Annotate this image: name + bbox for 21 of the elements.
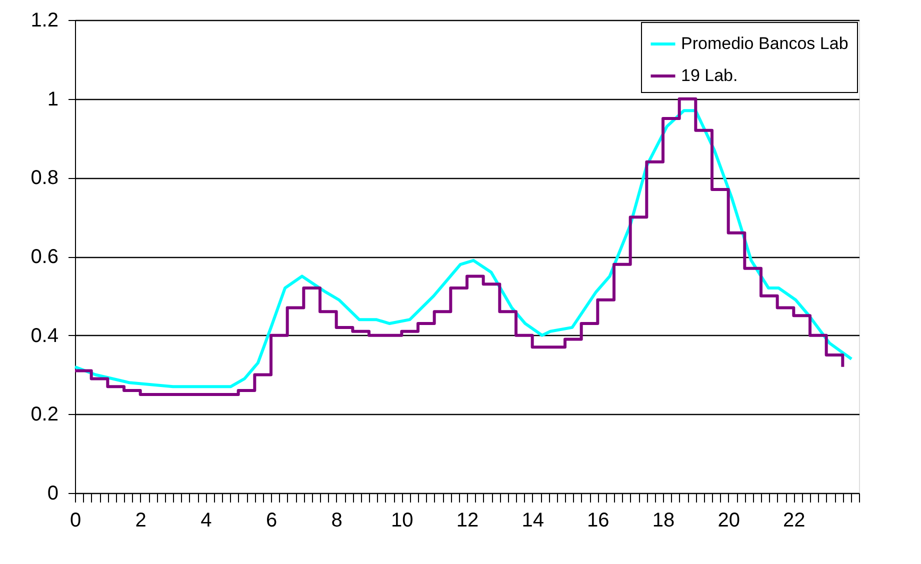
y-tick-label: 0.6: [30, 246, 58, 268]
x-tick-label: 18: [652, 510, 675, 532]
x-tick-label: 2: [135, 510, 146, 532]
y-tick-label: 1.2: [30, 10, 58, 32]
x-tick-label: 22: [783, 510, 806, 532]
y-tick-label: 0.8: [30, 167, 58, 190]
x-tick-label: 0: [70, 510, 82, 532]
x-tick-label: 6: [266, 510, 278, 532]
x-tick-label: 8: [331, 510, 342, 532]
y-tick-label: 0.4: [30, 324, 58, 347]
x-tick-label: 16: [587, 510, 610, 532]
legend-label: Promedio Bancos Lab: [681, 34, 848, 53]
x-tick-label: 12: [456, 510, 479, 532]
x-tick-label: 20: [718, 510, 740, 532]
y-tick-label: 0: [47, 482, 58, 504]
legend-label: 19 Lab.: [681, 66, 738, 85]
y-tick-label: 1: [47, 88, 58, 110]
y-tick-label: 0.2: [30, 404, 58, 426]
x-tick-label: 10: [391, 510, 414, 532]
x-tick-label: 14: [522, 510, 544, 532]
x-tick-label: 4: [200, 510, 212, 532]
